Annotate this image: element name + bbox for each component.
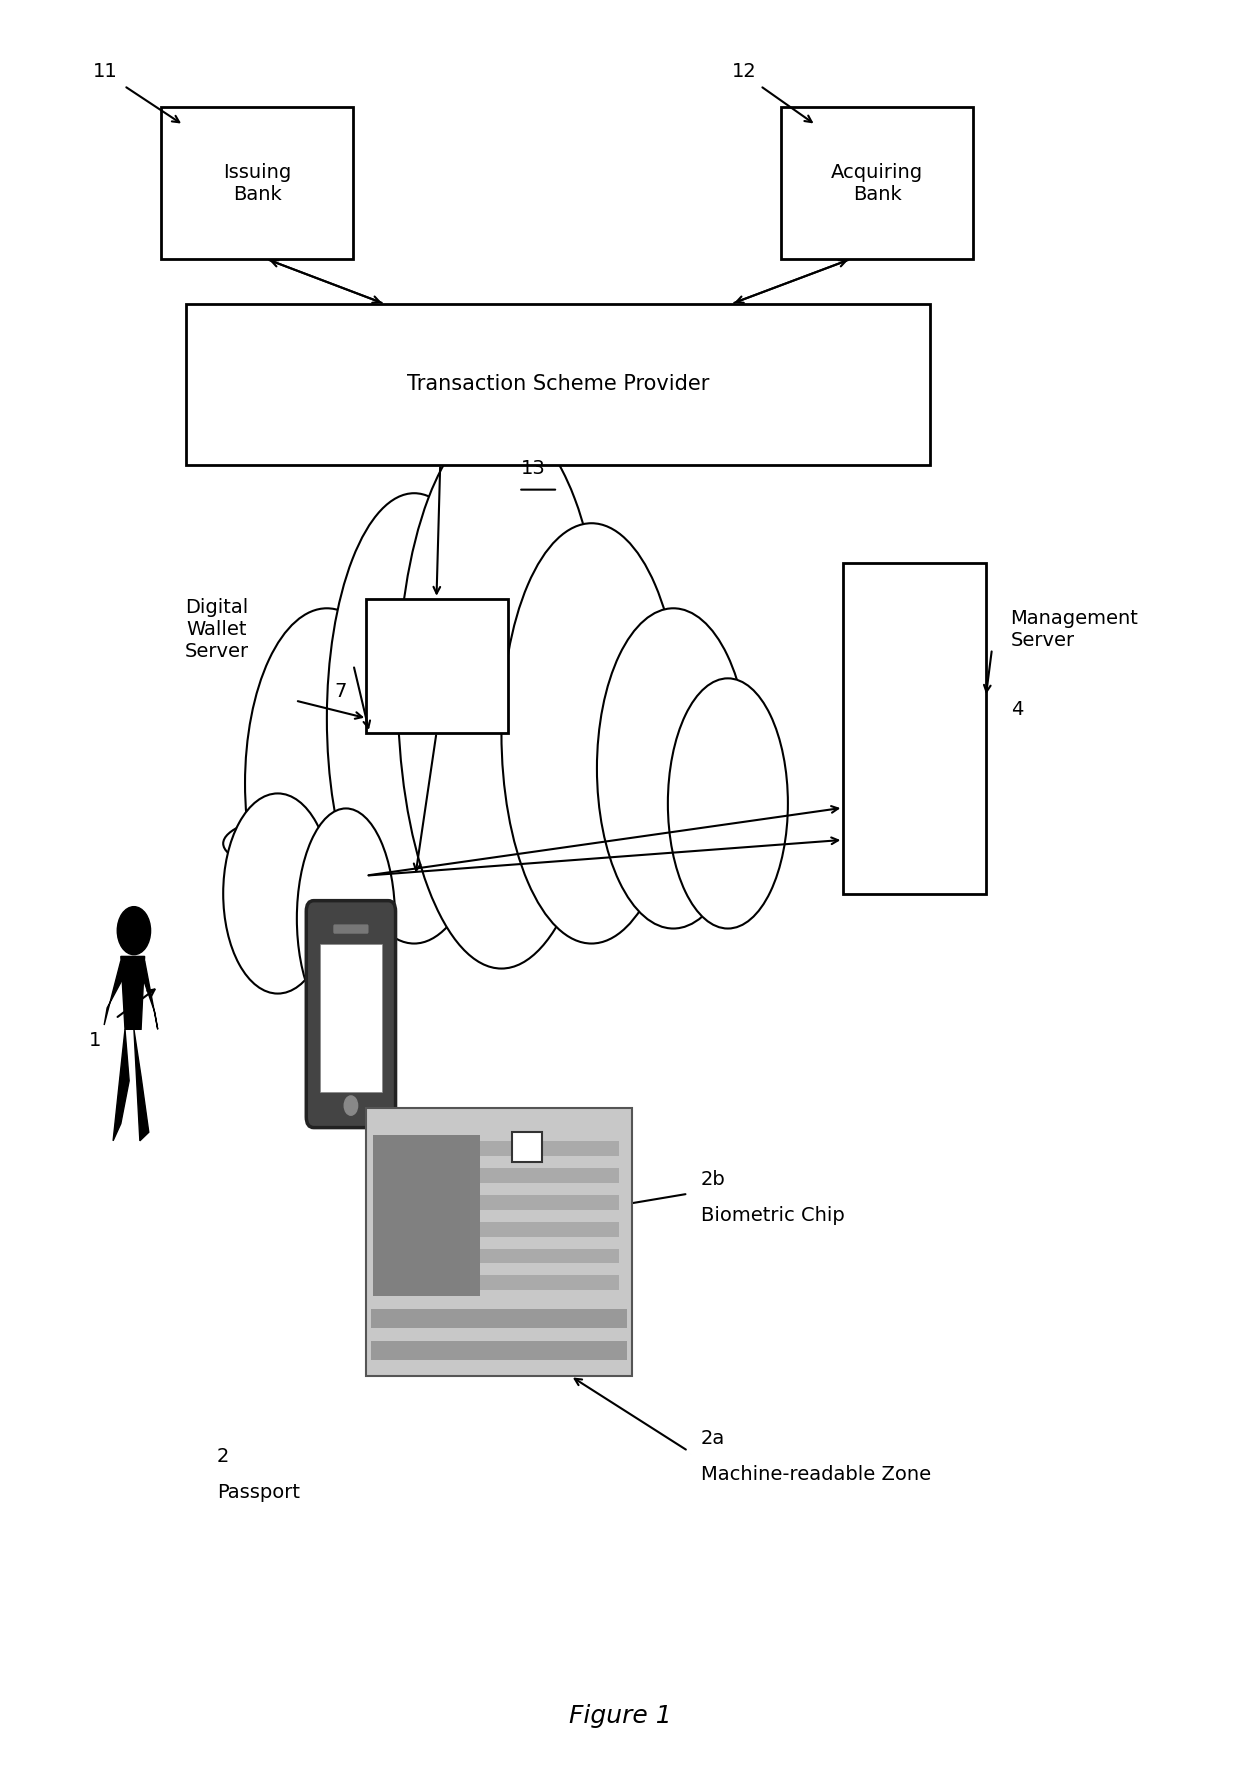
FancyBboxPatch shape — [371, 1308, 626, 1328]
FancyBboxPatch shape — [480, 1196, 619, 1210]
FancyBboxPatch shape — [371, 1340, 626, 1360]
Text: 13: 13 — [521, 459, 546, 477]
Text: Management
Server: Management Server — [1011, 609, 1138, 649]
Text: Biometric Chip: Biometric Chip — [701, 1206, 844, 1224]
Ellipse shape — [501, 524, 682, 944]
FancyBboxPatch shape — [334, 924, 368, 933]
Ellipse shape — [296, 808, 396, 1029]
Text: 2a: 2a — [701, 1430, 725, 1447]
Polygon shape — [134, 1029, 149, 1140]
Text: Transaction Scheme Provider: Transaction Scheme Provider — [407, 373, 709, 395]
Ellipse shape — [596, 608, 750, 929]
FancyBboxPatch shape — [161, 107, 353, 259]
FancyBboxPatch shape — [366, 1108, 632, 1376]
Text: Machine-readable Zone: Machine-readable Zone — [701, 1465, 931, 1483]
Polygon shape — [143, 961, 157, 1029]
FancyBboxPatch shape — [480, 1249, 619, 1263]
Ellipse shape — [223, 793, 769, 894]
Text: 2: 2 — [217, 1447, 229, 1465]
Text: 2b: 2b — [701, 1170, 725, 1188]
FancyBboxPatch shape — [320, 944, 382, 1092]
Ellipse shape — [668, 679, 787, 929]
Ellipse shape — [327, 493, 501, 944]
FancyBboxPatch shape — [480, 1169, 619, 1183]
FancyBboxPatch shape — [373, 1135, 480, 1296]
Text: 3: 3 — [316, 1085, 329, 1103]
Text: 12: 12 — [732, 63, 756, 80]
Text: Figure 1: Figure 1 — [569, 1703, 671, 1728]
Text: 4: 4 — [1011, 701, 1023, 718]
FancyBboxPatch shape — [480, 1276, 619, 1290]
FancyBboxPatch shape — [480, 1142, 619, 1156]
Text: Issuing
Bank: Issuing Bank — [223, 163, 291, 204]
Circle shape — [345, 1095, 357, 1115]
Text: Acquiring
Bank: Acquiring Bank — [831, 163, 924, 204]
FancyBboxPatch shape — [306, 901, 396, 1128]
Text: Digital
Wallet
Server: Digital Wallet Server — [185, 597, 249, 661]
Polygon shape — [113, 1029, 129, 1140]
Text: Passport: Passport — [217, 1483, 300, 1501]
Ellipse shape — [223, 793, 332, 994]
Text: 7: 7 — [335, 683, 347, 701]
Ellipse shape — [246, 608, 409, 958]
Polygon shape — [104, 961, 123, 1026]
Polygon shape — [120, 956, 145, 1029]
FancyBboxPatch shape — [781, 107, 973, 259]
Circle shape — [118, 906, 150, 954]
Text: 11: 11 — [93, 63, 118, 80]
FancyBboxPatch shape — [366, 599, 508, 733]
FancyBboxPatch shape — [480, 1222, 619, 1237]
FancyBboxPatch shape — [843, 563, 986, 894]
FancyBboxPatch shape — [186, 304, 930, 465]
FancyBboxPatch shape — [512, 1133, 542, 1162]
Text: 1: 1 — [89, 1031, 102, 1049]
Ellipse shape — [398, 418, 605, 969]
